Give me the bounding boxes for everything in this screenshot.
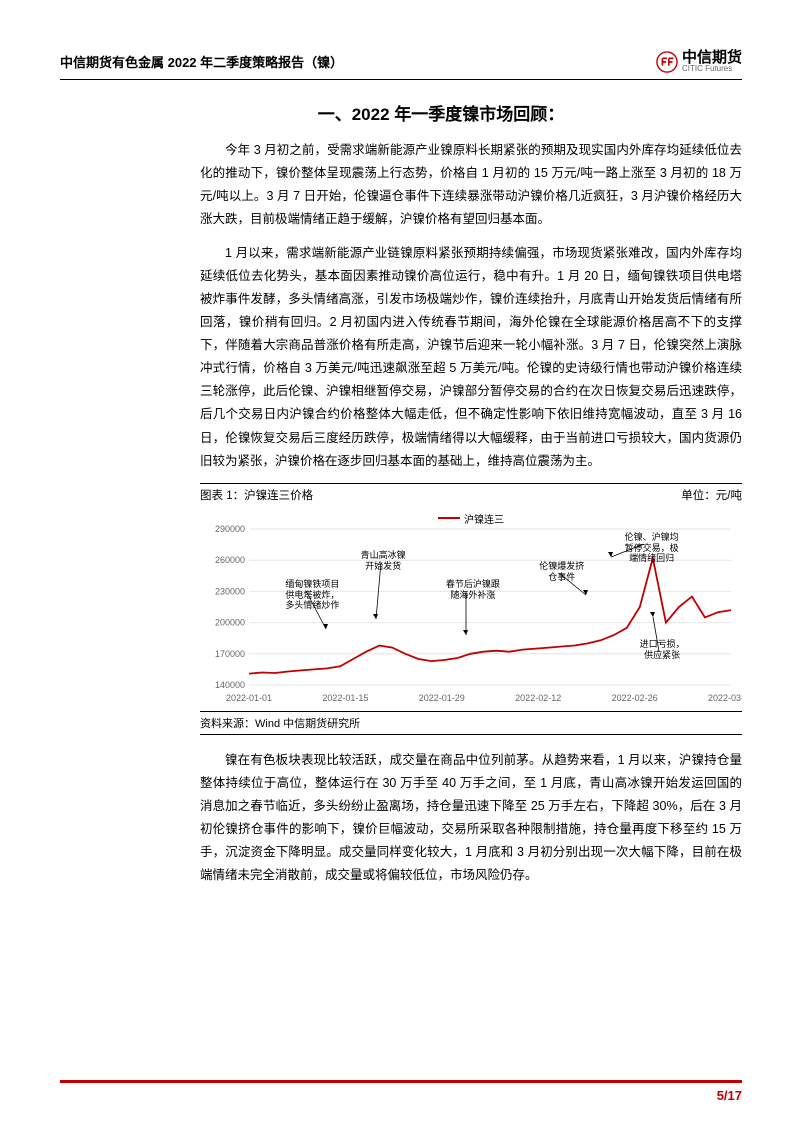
paragraph-2: 1 月以来，需求端新能源产业链镍原料紧张预期持续偏强，市场现货紧张难改，国内外库… (200, 242, 742, 473)
footer-divider (60, 1080, 742, 1083)
page-footer: 5/17 (60, 1080, 742, 1105)
legend-label: 沪镍连三 (464, 511, 504, 526)
svg-text:200000: 200000 (215, 617, 245, 627)
logo-icon (656, 51, 678, 73)
svg-text:140000: 140000 (215, 680, 245, 690)
chart-annotation: 春节后沪镍跟随海外补涨 (446, 579, 500, 601)
page-number: 5 (717, 1088, 724, 1103)
section-heading: 一、2022 年一季度镍市场回顾： (200, 100, 682, 125)
svg-text:2022-01-29: 2022-01-29 (419, 693, 465, 703)
page-header: 中信期货有色金属 2022 年二季度策略报告（镍） 中信期货 CITIC Fut… (60, 50, 742, 80)
chart-annotation: 伦镍、沪镍均暂停交易，极端情绪回归 (625, 532, 679, 564)
page-total: /17 (724, 1088, 742, 1103)
svg-text:2022-01-15: 2022-01-15 (322, 693, 368, 703)
chart-annotation: 伦镍爆发挤仓事件 (539, 561, 584, 583)
svg-text:2022-01-01: 2022-01-01 (226, 693, 272, 703)
chart-annotation: 进口亏损，供应紧张 (640, 639, 685, 661)
logo-text-en: CITIC Futures (682, 65, 742, 73)
chart-source: 资料来源：Wind 中信期货研究所 (200, 711, 742, 735)
svg-text:2022-02-12: 2022-02-12 (515, 693, 561, 703)
paragraph-3: 镍在有色板块表现比较活跃，成交量在商品中位列前茅。从趋势来看，1 月以来，沪镍持… (200, 749, 742, 888)
chart-annotation: 缅甸镍铁项目供电塔被炸，多头情绪炒作 (285, 579, 339, 611)
logo-text: 中信期货 CITIC Futures (682, 50, 742, 73)
legend-line-icon (438, 517, 460, 519)
company-logo: 中信期货 CITIC Futures (656, 50, 742, 73)
paragraph-1: 今年 3 月初之前，受需求端新能源产业镍原料长期紧张的预期及现实国内外库存均延续… (200, 139, 742, 232)
chart-title: 图表 1：沪镍连三价格 (200, 487, 313, 503)
svg-text:260000: 260000 (215, 555, 245, 565)
price-chart: 沪镍连三 140000 170000 200000 230000 260000 29000… (200, 507, 742, 707)
svg-text:290000: 290000 (215, 524, 245, 534)
chart-annotation: 青山高冰镍开始发货 (361, 550, 406, 572)
svg-text:230000: 230000 (215, 586, 245, 596)
svg-text:2022-03-12: 2022-03-12 (708, 693, 742, 703)
chart-legend: 沪镍连三 (438, 511, 504, 526)
report-page: 中信期货有色金属 2022 年二季度策略报告（镍） 中信期货 CITIC Fut… (0, 0, 802, 1133)
chart-header: 图表 1：沪镍连三价格 单位：元/吨 (200, 483, 742, 503)
logo-text-cn: 中信期货 (682, 50, 742, 65)
svg-text:170000: 170000 (215, 649, 245, 659)
header-title: 中信期货有色金属 2022 年二季度策略报告（镍） (60, 52, 343, 71)
svg-text:2022-02-26: 2022-02-26 (612, 693, 658, 703)
chart-unit: 单位：元/吨 (681, 487, 742, 503)
